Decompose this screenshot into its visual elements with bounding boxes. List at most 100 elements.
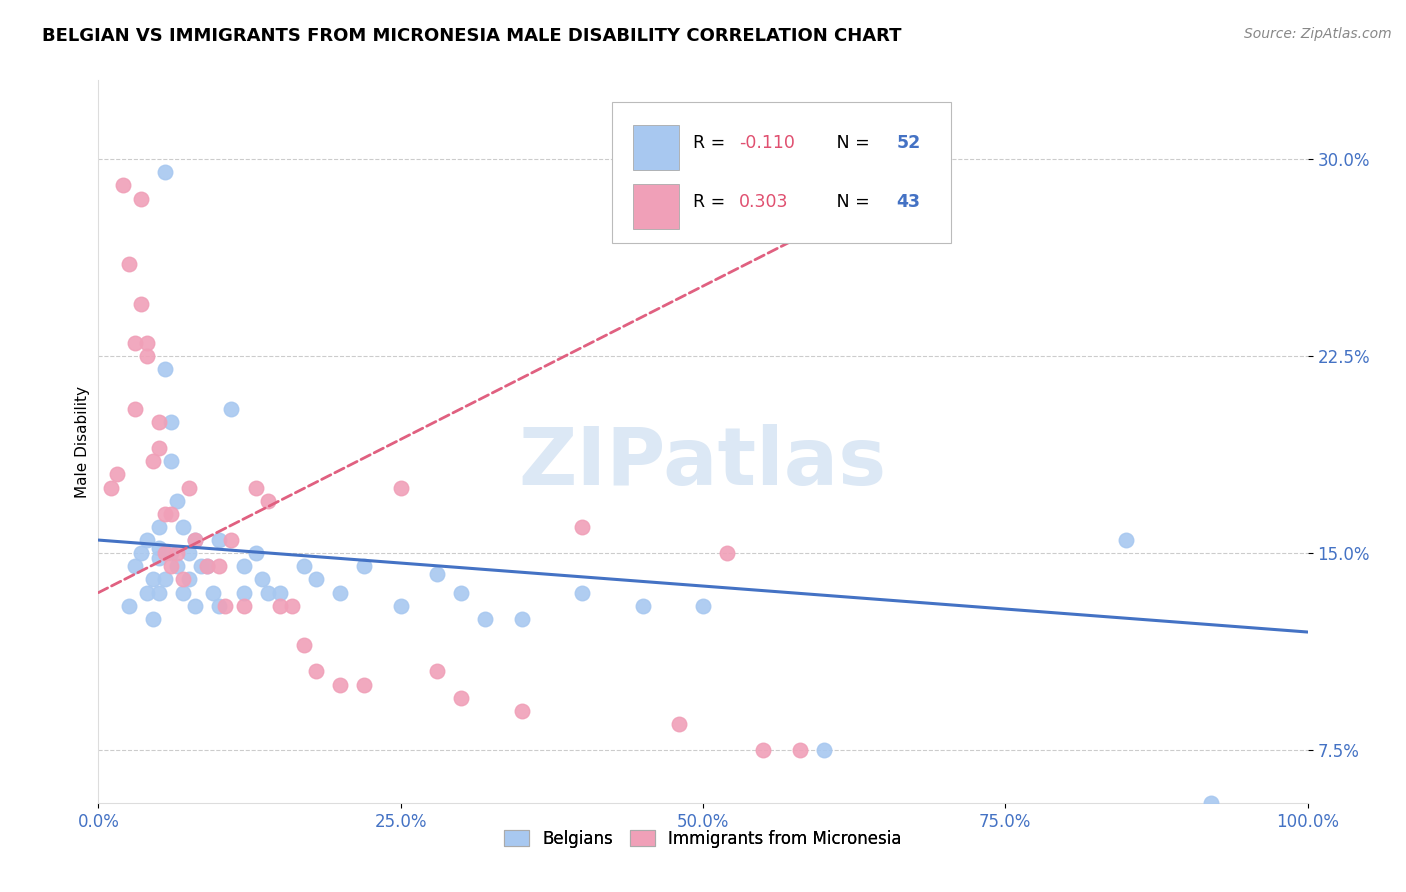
Point bbox=[1115, 533, 1137, 547]
Text: N =: N = bbox=[820, 134, 876, 152]
Point bbox=[118, 599, 141, 613]
Point bbox=[269, 585, 291, 599]
Point bbox=[510, 612, 533, 626]
Text: R =: R = bbox=[693, 134, 731, 152]
Point bbox=[166, 546, 188, 560]
Point bbox=[245, 481, 267, 495]
Point bbox=[389, 481, 412, 495]
Point bbox=[208, 599, 231, 613]
Point bbox=[281, 599, 304, 613]
Point bbox=[221, 401, 243, 416]
FancyBboxPatch shape bbox=[633, 184, 679, 228]
Point bbox=[692, 599, 714, 613]
Point bbox=[160, 559, 183, 574]
Point bbox=[142, 612, 165, 626]
Point bbox=[135, 585, 157, 599]
Point bbox=[179, 481, 201, 495]
Point bbox=[245, 546, 267, 560]
Point bbox=[153, 573, 176, 587]
Point bbox=[172, 573, 194, 587]
Point bbox=[329, 677, 352, 691]
Point bbox=[232, 559, 254, 574]
Point bbox=[426, 567, 449, 582]
Point bbox=[148, 551, 170, 566]
Point bbox=[135, 349, 157, 363]
Point bbox=[474, 612, 496, 626]
Point bbox=[789, 743, 811, 757]
Point bbox=[111, 178, 134, 193]
Point bbox=[250, 573, 273, 587]
Point bbox=[160, 415, 183, 429]
Point bbox=[752, 743, 775, 757]
FancyBboxPatch shape bbox=[633, 125, 679, 169]
Point bbox=[292, 559, 315, 574]
Point bbox=[160, 507, 183, 521]
Point bbox=[450, 585, 472, 599]
Point bbox=[135, 336, 157, 351]
Point bbox=[172, 520, 194, 534]
Text: R =: R = bbox=[693, 193, 731, 211]
Point bbox=[179, 546, 201, 560]
Point bbox=[269, 599, 291, 613]
Point bbox=[305, 573, 328, 587]
Text: BELGIAN VS IMMIGRANTS FROM MICRONESIA MALE DISABILITY CORRELATION CHART: BELGIAN VS IMMIGRANTS FROM MICRONESIA MA… bbox=[42, 27, 901, 45]
Point bbox=[129, 546, 152, 560]
Point bbox=[1199, 796, 1222, 810]
Text: -0.110: -0.110 bbox=[740, 134, 796, 152]
Point bbox=[124, 336, 146, 351]
Point bbox=[129, 192, 152, 206]
Point bbox=[232, 585, 254, 599]
Point bbox=[148, 541, 170, 555]
Point bbox=[160, 546, 183, 560]
Text: 0.303: 0.303 bbox=[740, 193, 789, 211]
Point bbox=[100, 481, 122, 495]
Point bbox=[135, 533, 157, 547]
Point bbox=[142, 573, 165, 587]
Point bbox=[571, 585, 593, 599]
Point bbox=[195, 559, 218, 574]
Point bbox=[202, 585, 225, 599]
Point bbox=[221, 533, 243, 547]
Point bbox=[668, 717, 690, 731]
Point bbox=[142, 454, 165, 468]
Point bbox=[353, 559, 375, 574]
Point bbox=[256, 493, 278, 508]
Point bbox=[329, 585, 352, 599]
Point bbox=[129, 296, 152, 310]
Point bbox=[124, 401, 146, 416]
Point bbox=[166, 559, 188, 574]
Point bbox=[148, 585, 170, 599]
Point bbox=[305, 665, 328, 679]
Point bbox=[172, 585, 194, 599]
Point bbox=[160, 454, 183, 468]
Text: 52: 52 bbox=[897, 134, 921, 152]
Point bbox=[510, 704, 533, 718]
Point bbox=[166, 493, 188, 508]
Point bbox=[118, 257, 141, 271]
Point bbox=[148, 415, 170, 429]
FancyBboxPatch shape bbox=[613, 102, 950, 243]
Point bbox=[214, 599, 236, 613]
Point bbox=[716, 546, 738, 560]
Point bbox=[153, 165, 176, 179]
Point bbox=[571, 520, 593, 534]
Point bbox=[195, 559, 218, 574]
Point bbox=[426, 665, 449, 679]
Point bbox=[208, 559, 231, 574]
Point bbox=[148, 441, 170, 455]
Point bbox=[450, 690, 472, 705]
Point bbox=[631, 599, 654, 613]
Text: 43: 43 bbox=[897, 193, 921, 211]
Point bbox=[256, 585, 278, 599]
Point bbox=[184, 533, 207, 547]
Point bbox=[190, 559, 212, 574]
Point bbox=[105, 467, 128, 482]
Point bbox=[153, 507, 176, 521]
Point bbox=[153, 362, 176, 376]
Legend: Belgians, Immigrants from Micronesia: Belgians, Immigrants from Micronesia bbox=[496, 822, 910, 856]
Point bbox=[232, 599, 254, 613]
Y-axis label: Male Disability: Male Disability bbox=[75, 385, 90, 498]
Point bbox=[153, 546, 176, 560]
Point bbox=[813, 743, 835, 757]
Point bbox=[184, 599, 207, 613]
